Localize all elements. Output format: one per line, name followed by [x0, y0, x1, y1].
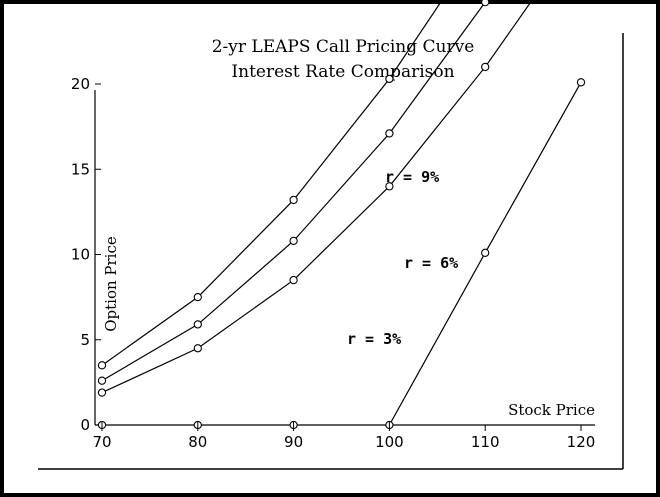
chart-subtitle: Interest Rate Comparison — [231, 62, 454, 82]
series-3-point — [576, 78, 586, 87]
series-0-point — [289, 195, 298, 205]
y-tick-label: 25 — [71, 0, 90, 8]
series-2-point — [289, 275, 298, 285]
y-tick-label: 20 — [71, 75, 90, 93]
y-tick-label: 15 — [71, 160, 90, 178]
series-1-point — [193, 320, 202, 329]
y-axis-label: Option Price — [102, 236, 120, 332]
series-line-2 — [101, 0, 533, 394]
series-2-point — [97, 388, 107, 397]
y-ticks: 05101520253035 — [71, 0, 101, 434]
series-0-point — [193, 292, 202, 302]
series-label-r3: r = 3% — [347, 330, 401, 348]
y-tick-label: 10 — [71, 246, 90, 264]
series-line-1 — [101, 0, 488, 382]
series-2-point — [193, 344, 202, 353]
x-tick-label: 120 — [567, 433, 596, 451]
x-tick-label: 80 — [188, 433, 207, 451]
x-tick-label: 100 — [375, 433, 404, 451]
x-axis-label: Stock Price — [508, 401, 595, 419]
series-0-point — [97, 361, 107, 370]
x-tick-label: 90 — [284, 433, 303, 451]
series-1-point — [481, 0, 490, 7]
series-2-point — [385, 182, 394, 191]
x-ticks: 70 80 90 100 110 120 — [92, 425, 595, 451]
series-label-r6: r = 6% — [404, 254, 458, 272]
series-3-point — [481, 248, 490, 257]
series-1-point — [289, 236, 298, 246]
x-tick-label: 110 — [471, 433, 500, 451]
series-layer — [97, 0, 586, 430]
series-1-point — [97, 376, 107, 385]
series-line-0 — [101, 0, 443, 366]
series-label-r9: r = 9% — [385, 168, 439, 186]
series-1-point — [385, 129, 394, 138]
series-0-point — [385, 74, 394, 84]
series-2-point — [481, 62, 490, 72]
x-tick-label: 70 — [92, 433, 111, 451]
chart-title: 2-yr LEAPS Call Pricing Curve — [212, 37, 475, 57]
y-tick-label: 5 — [80, 331, 90, 349]
y-tick-label: 0 — [80, 416, 90, 434]
